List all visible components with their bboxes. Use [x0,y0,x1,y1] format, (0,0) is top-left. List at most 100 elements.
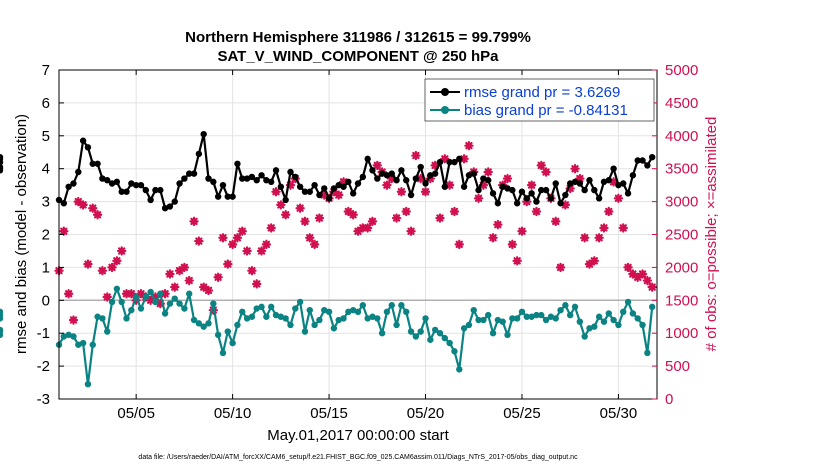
bias-point [403,308,410,316]
rmse-point [436,158,444,166]
bias-point [321,306,328,314]
obs-point [396,187,407,197]
obs-point [526,180,537,190]
obs-point [575,173,585,184]
bias-point [485,311,492,319]
bias-point [195,320,203,327]
obs-point [502,173,513,184]
obs-point [73,196,83,207]
legend-rmse-label: rmse grand pr = 3.6269 [464,84,620,101]
rmse-point [446,158,453,166]
obs-point [464,140,474,151]
rmse-point [489,190,497,197]
obs-point [218,233,228,243]
bias-point [364,315,371,322]
bias-point [595,313,603,320]
bias-point [480,316,487,324]
rmse-point [571,178,579,186]
rmse-point [113,178,121,186]
rmse-point [629,172,637,179]
rmse-point [200,130,207,138]
obs-point [198,282,209,292]
obs-point [411,150,421,161]
bias-point [190,316,198,324]
rmse-point [369,167,376,174]
obs-point [440,154,450,164]
rmse-point [586,177,593,184]
x-tick-label: 05/25 [503,405,541,422]
rmse-point [475,186,482,194]
bias-point [84,380,92,388]
bias-point [243,315,251,322]
rmse-point [65,183,72,190]
obs-point [560,200,571,210]
rmse-point [340,183,347,190]
rmse-point [70,180,77,187]
bias-point [571,303,579,311]
obs-series [55,140,657,325]
bias-point [523,313,530,320]
obs-point [541,167,551,177]
bias-point [99,315,106,322]
y-left-tick-label: 3 [42,194,50,211]
legend-bias-label: bias grand pr = -0.84131 [464,102,628,119]
bias-point [494,316,502,324]
bias-series [0,285,656,388]
bias-point [118,298,125,306]
obs-point [415,173,426,184]
rmse-point [639,157,646,164]
rmse-point [243,175,251,182]
rmse-point [335,181,342,189]
obs-point [305,233,315,243]
rmse-point [287,168,294,176]
bias-point [272,311,280,319]
rmse-point [306,188,313,195]
obs-point [444,180,455,190]
bias-point [152,298,159,306]
rmse-point [407,191,415,199]
obs-point [213,272,223,282]
rmse-point [118,188,125,195]
rmse-point [595,195,603,202]
obs-point [309,239,320,250]
bias-point [316,316,323,324]
y-right-tick-label: 500 [665,358,690,375]
rmse-point [142,186,150,194]
bias-point [340,315,347,322]
rmse-point [634,157,641,164]
rmse-point [75,168,82,176]
bias-point [89,341,96,348]
bias-point [644,349,651,357]
rmse-point [84,144,92,151]
obs-point [493,219,503,230]
rmse-point [533,198,540,205]
obs-point [189,216,199,227]
obs-point [647,282,657,292]
legend: rmse grand pr = 3.6269 bias grand pr = -… [424,78,655,122]
obs-point [78,200,88,210]
rmse-point [610,165,617,172]
rmse-point [499,183,506,190]
bias-point [634,315,641,322]
obs-point [150,292,161,302]
rmse-point [456,155,463,163]
rmse-point [195,150,203,158]
rmse-point [403,177,410,184]
obs-point [449,206,460,217]
bias-point [374,315,381,322]
obs-point [203,285,214,296]
obs-point [237,226,247,236]
rmse-point [605,177,612,184]
bias-point [234,321,241,329]
obs-point [401,206,411,217]
bias-point [542,316,550,324]
rmse-point [137,181,145,189]
rmse-point [234,160,241,167]
obs-point [295,203,305,213]
obs-point [353,226,363,236]
obs-point [338,177,349,187]
obs-point [579,233,590,243]
bias-point [292,305,299,312]
obs-point [165,269,175,279]
rmse-point [359,173,367,181]
